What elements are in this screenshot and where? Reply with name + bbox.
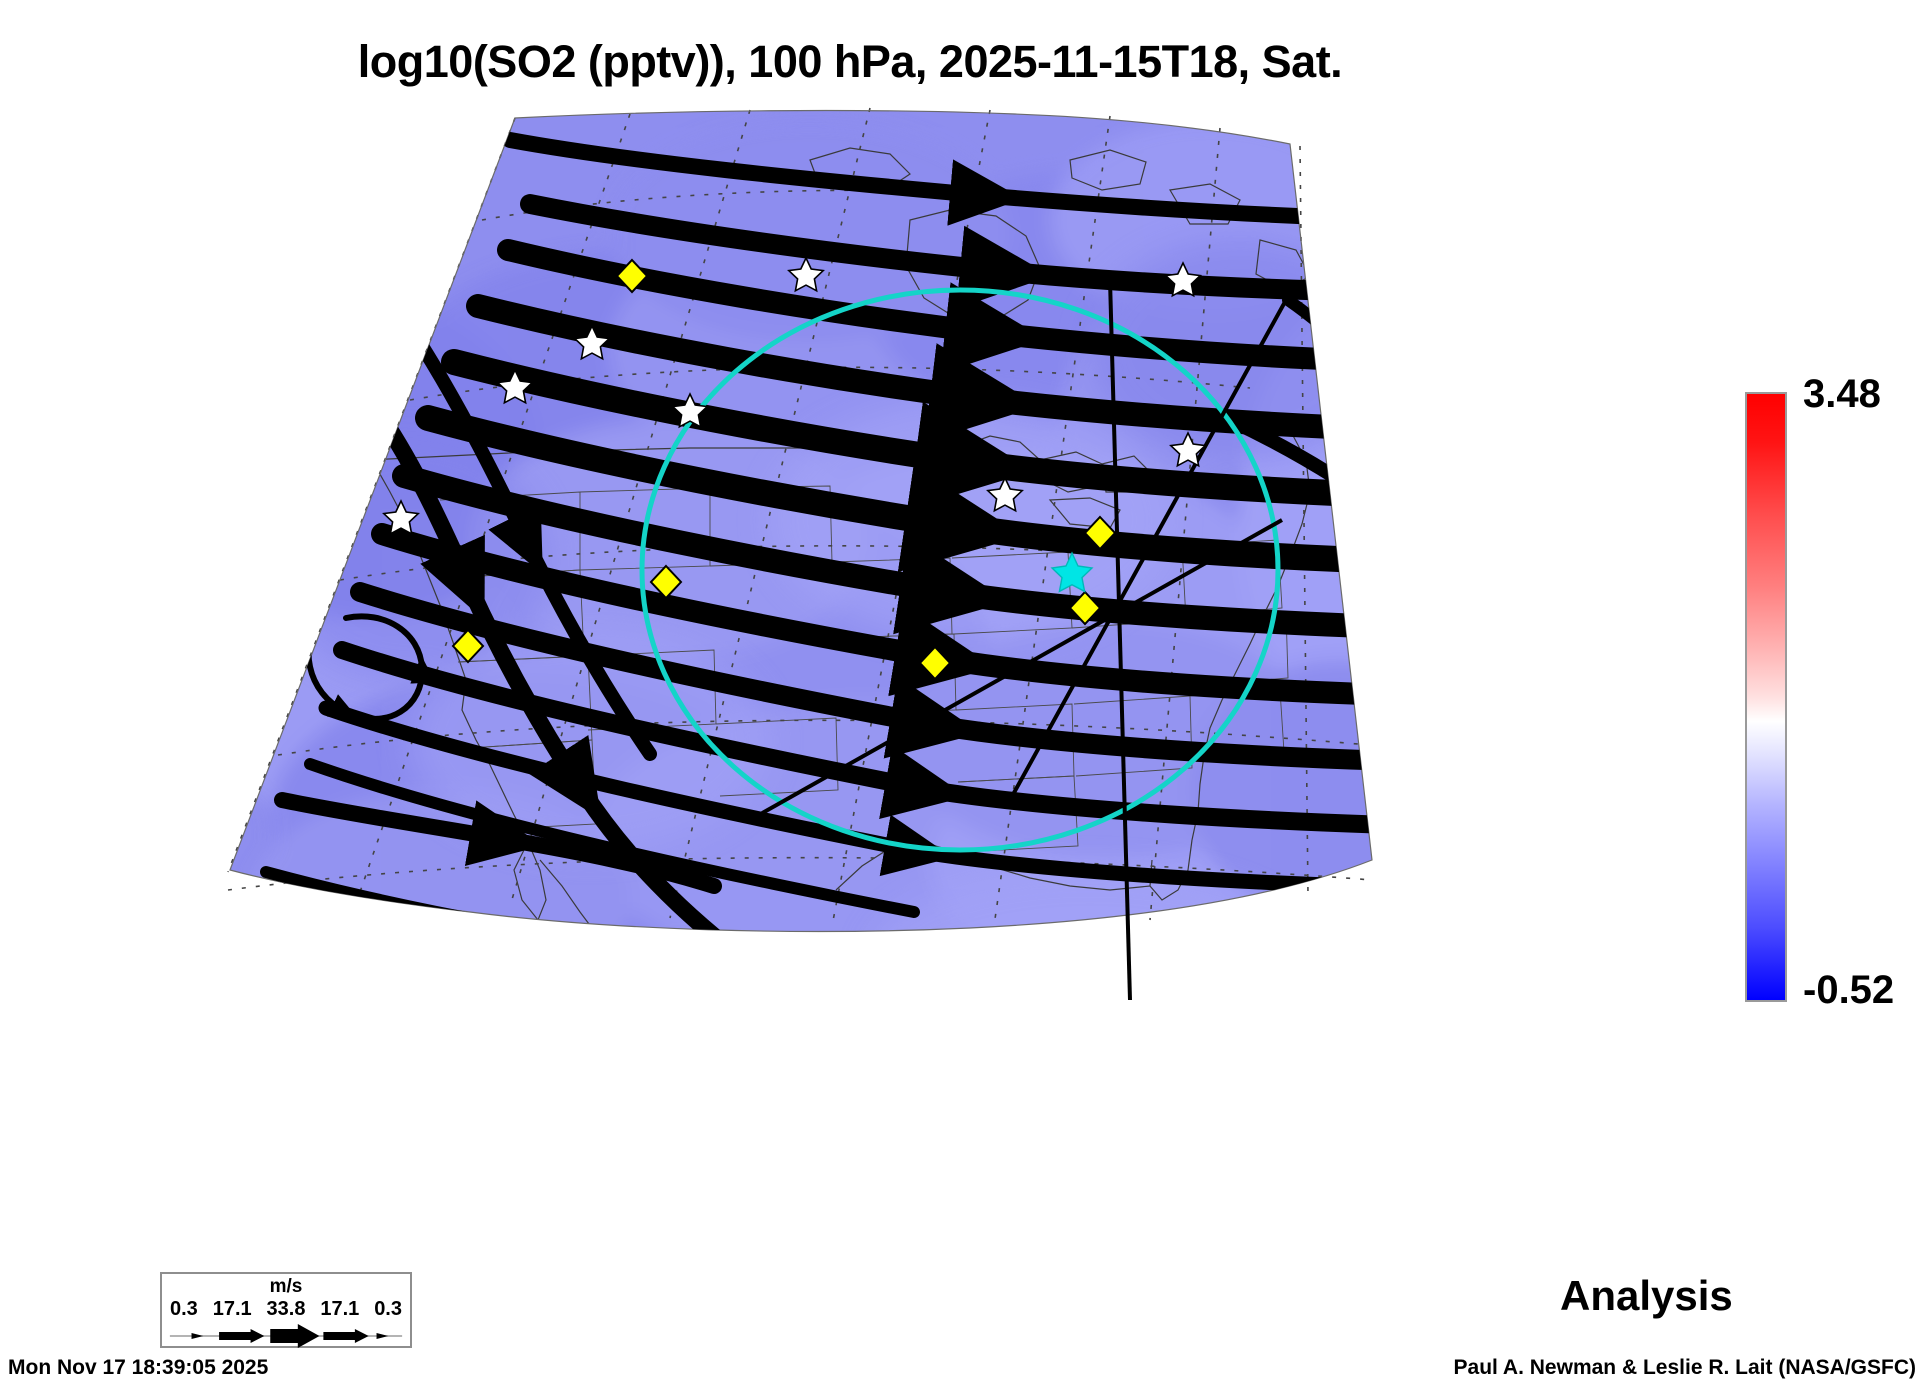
map-domain-outline — [229, 109, 1373, 933]
wind-legend-tick: 17.1 — [212, 1298, 252, 1320]
wind-legend-tick: 17.1 — [320, 1298, 360, 1320]
page-title: log10(SO2 (pptv)), 100 hPa, 2025-11-15T1… — [357, 36, 1343, 87]
wind-speed-legend: m/s 0.3 17.1 33.8 17.1 0.3 — [160, 1272, 412, 1348]
cyan-star-marker[interactable] — [1050, 551, 1094, 593]
site-markers[interactable] — [382, 256, 1207, 681]
white-star-marker[interactable] — [382, 256, 1207, 536]
wind-legend-tick: 0.3 — [374, 1298, 402, 1320]
footer-credit: Paul A. Newman & Leslie R. Lait (NASA/GS… — [1453, 1356, 1916, 1379]
footer-timestamp: Mon Nov 17 18:39:05 2025 — [8, 1356, 269, 1379]
yellow-diamond-marker[interactable] — [451, 258, 1117, 681]
wind-legend-tick: 0.3 — [170, 1298, 198, 1320]
map-plot-area[interactable] — [110, 100, 1670, 1220]
wind-legend-ticks: 0.3 17.1 33.8 17.1 0.3 — [162, 1298, 410, 1321]
great-circle-tracks — [749, 279, 1288, 1001]
range-ring — [639, 287, 1281, 853]
map-panel[interactable] — [110, 100, 1670, 1220]
colorbar: 3.48 -0.52 — [1745, 374, 1925, 1010]
wind-legend-tick: 33.8 — [266, 1298, 306, 1320]
analysis-label: Analysis — [1560, 1272, 1733, 1319]
colorbar-max-label: 3.48 — [1803, 372, 1881, 416]
colorbar-min-label: -0.52 — [1803, 968, 1895, 1012]
wind-legend-units-label: m/s — [269, 1276, 303, 1297]
colorbar-gradient — [1745, 392, 1787, 1002]
wind-legend-arrow-scale — [169, 1324, 403, 1348]
